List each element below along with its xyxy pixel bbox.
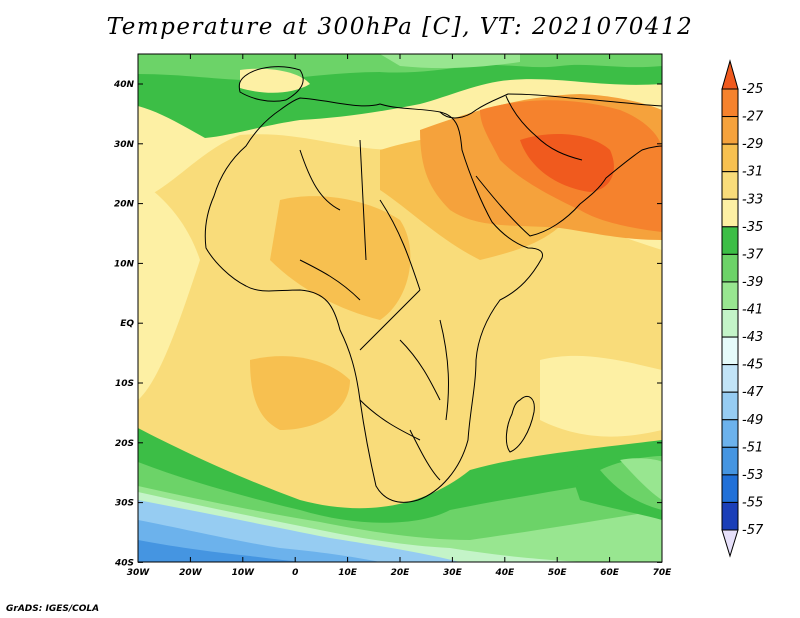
colorbar-segment <box>721 501 739 531</box>
colorbar-segment <box>721 253 739 283</box>
colorbar-label: -43 <box>742 330 763 345</box>
colorbar-segment <box>721 88 739 118</box>
colorbar-segment <box>721 474 739 503</box>
colorbar-label: -33 <box>742 192 763 207</box>
colorbar-segment <box>721 309 739 338</box>
colorbar-segment <box>721 391 739 421</box>
colorbar-label: -39 <box>742 275 763 290</box>
lat-label: 40S <box>114 558 134 568</box>
lon-label: 60E <box>600 568 620 578</box>
coastlines <box>204 66 662 503</box>
longitude-axis: 30W 20W 10W 0 10E 20E 30E 40E 50E 60E 70E <box>127 54 672 578</box>
colorbar-bottom-arrow <box>721 529 739 558</box>
lat-label: EQ <box>120 319 134 329</box>
lat-label: 40N <box>113 80 135 90</box>
map-title: Temperature at 300hPa [C], VT: 202107041… <box>106 14 694 40</box>
lon-label: 20E <box>391 568 411 578</box>
colorbar-label: -53 <box>742 468 763 483</box>
lat-label: 20S <box>115 439 134 449</box>
lon-label: 30E <box>443 568 463 578</box>
colorbar-segment <box>721 336 739 366</box>
colorbar-label: -31 <box>742 165 763 180</box>
colorbar-segment <box>721 364 739 393</box>
lon-label: 30W <box>127 568 151 578</box>
colorbar-label: -37 <box>742 247 764 262</box>
lat-label: 30N <box>114 140 135 150</box>
colorbar-top-arrow <box>721 59 739 90</box>
colorbar-label: -49 <box>742 413 763 428</box>
colorbar-segment <box>721 281 739 310</box>
colorbar-label: -45 <box>742 358 763 373</box>
lat-label: 30S <box>115 499 134 509</box>
colorbar-label: -27 <box>742 110 764 125</box>
lon-label: 50E <box>548 568 568 578</box>
colorbar-label: -55 <box>742 495 763 510</box>
colorbar-label: -51 <box>742 440 763 455</box>
lon-label: 10E <box>338 568 358 578</box>
colorbar-segment <box>721 226 739 255</box>
colorbar-label: -35 <box>742 220 763 235</box>
colorbar-segment <box>721 116 739 145</box>
lon-label: 40E <box>494 568 515 578</box>
lon-label: 70E <box>653 568 673 578</box>
colorbar-label: -57 <box>742 523 764 538</box>
colorbar-segment <box>721 143 739 173</box>
colorbar-label: -29 <box>742 137 763 152</box>
colorbar-segment <box>721 171 739 200</box>
lon-label: 20W <box>179 568 203 578</box>
lat-label: 20N <box>114 200 135 210</box>
lon-label: 0 <box>292 568 298 578</box>
colorbar: -25 -27 -29 -31 -33 -35 -37 -39 -41 -43 -45 -47 -49 -… <box>721 59 764 558</box>
grads-credit: GrADS: IGES/COLA <box>6 604 100 614</box>
colorbar-label: -47 <box>742 385 764 400</box>
lon-label: 10W <box>232 568 256 578</box>
colorbar-segment <box>721 446 739 476</box>
colorbar-segment <box>721 419 739 448</box>
colorbar-label: -25 <box>742 82 763 97</box>
colorbar-label: -41 <box>742 303 763 318</box>
latitude-axis: 40N 30N 20N 10N EQ 10S 20S 30S 40S <box>113 80 662 568</box>
lat-label: 10N <box>114 259 135 269</box>
temperature-field <box>138 54 662 562</box>
lat-label: 10S <box>115 379 134 389</box>
colorbar-segment <box>721 198 739 228</box>
